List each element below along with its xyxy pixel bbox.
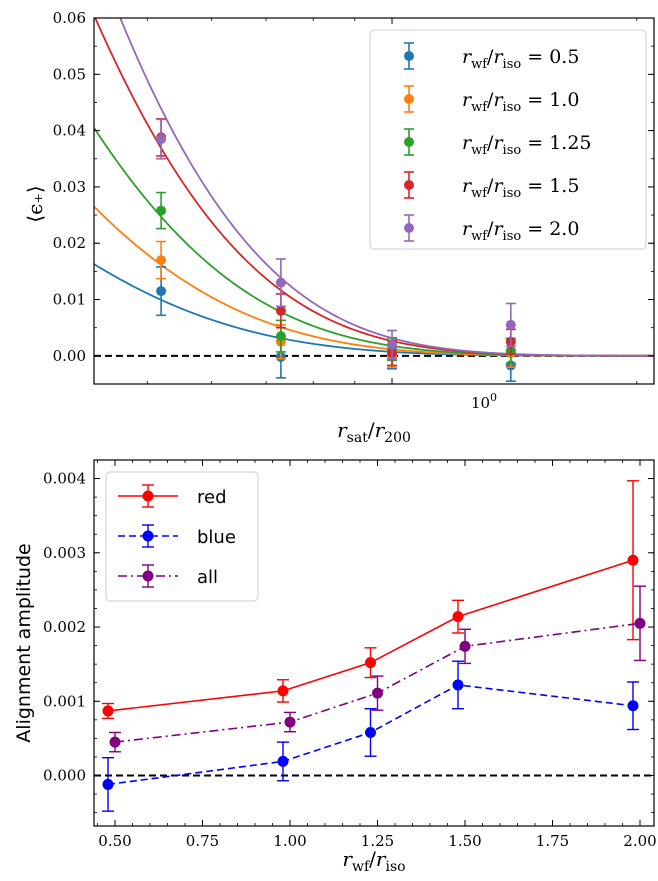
top-y-ticks: 0.00 0.01 0.02 0.03 0.04 0.05 0.06 <box>53 9 654 385</box>
bottom-ytick-label: 0.001 <box>43 692 86 710</box>
top-legend-label-4: rwf/riso = 2.0 <box>462 218 579 244</box>
top-legend-marker-3 <box>404 180 414 190</box>
bottom-legend-label-blue: blue <box>197 527 236 548</box>
top-legend-marker-4 <box>404 223 414 233</box>
top-point-4-0 <box>156 134 167 145</box>
bottom-point-blue-3 <box>452 679 464 691</box>
bottom-ytick-label: 0.004 <box>43 470 86 488</box>
bottom-point-all-1 <box>284 716 296 728</box>
bottom-point-blue-1 <box>277 755 289 767</box>
bottom-xtick-label: 1.50 <box>448 832 481 850</box>
bottom-legend-label-red: red <box>197 487 227 508</box>
top-legend-marker-2 <box>404 137 414 147</box>
bot-xlabel-sub2: iso <box>385 859 405 875</box>
top-ytick-label: 0.02 <box>53 234 86 252</box>
bottom-xtick-label: 1.25 <box>361 832 394 850</box>
top-plot-area <box>93 17 655 385</box>
bottom-ytick-label: 0.002 <box>43 618 86 636</box>
top-panel: 0.000.010.020.030.040.050.06 100 rsat/r2… <box>23 9 655 446</box>
top-ytick-label: 0.03 <box>53 178 86 196</box>
top-legend-label-3: rwf/riso = 1.5 <box>462 175 579 201</box>
bottom-point-all-3 <box>459 640 471 652</box>
bottom-point-blue-0 <box>102 778 114 790</box>
bottom-legend: red blue all <box>105 471 259 602</box>
bottom-legend-marker-red <box>142 490 154 502</box>
bottom-point-all-2 <box>372 687 383 699</box>
bottom-point-red-3 <box>452 611 464 623</box>
bottom-legend-frame <box>105 471 259 602</box>
top-x-axis-label: rsat/r200 <box>337 418 411 446</box>
top-point-4-2 <box>387 339 398 350</box>
top-data-marks <box>94 18 654 382</box>
bot-xlabel-sub1: wf <box>352 859 371 875</box>
top-point-1-0 <box>156 255 167 266</box>
bottom-plot-area <box>93 459 655 827</box>
top-xlabel-r1: r <box>337 418 348 442</box>
bot-xlabel-r2: r <box>376 847 387 871</box>
bottom-xtick-label: 2.00 <box>623 832 656 850</box>
bottom-xtick-label: 0.50 <box>98 832 131 850</box>
bottom-xtick-label: 1.75 <box>536 832 569 850</box>
bottom-legend-marker-blue <box>142 530 154 542</box>
top-ytick-label: 0.04 <box>53 122 86 140</box>
bottom-legend-items: red blue all <box>118 484 236 588</box>
bottom-data-marks <box>94 480 654 812</box>
top-xtick-exp: 0 <box>490 391 497 404</box>
bot-xlabel-slash: / <box>369 847 376 871</box>
bottom-point-all-4 <box>634 617 646 629</box>
top-xlabel-sub1: sat <box>347 430 369 446</box>
top-point-2-0 <box>156 205 167 216</box>
bottom-ytick-label: 0.003 <box>43 544 86 562</box>
bottom-point-red-4 <box>627 554 639 566</box>
bottom-xtick-label: 0.75 <box>186 832 219 850</box>
bottom-axes-frame <box>93 459 655 827</box>
top-ytick-label: 0.01 <box>53 291 86 309</box>
bottom-y-axis-label: Alignment amplitude <box>13 543 35 742</box>
top-xtick-label: 100 <box>471 391 497 412</box>
bottom-y-ticks: 0.000 0.001 0.002 0.003 0.004 <box>43 470 654 814</box>
bottom-point-red-1 <box>277 685 289 697</box>
top-legend: rwf/riso = 0.5 rwf/riso = 1.0 rwf/riso = 1… <box>369 29 647 250</box>
top-point-0-0 <box>156 286 167 297</box>
top-legend-items: rwf/riso = 0.5 rwf/riso = 1.0 rwf/riso = 1… <box>404 42 592 244</box>
top-ytick-label: 0.06 <box>53 9 86 27</box>
bottom-point-red-0 <box>102 705 114 717</box>
bottom-xtick-label: 1.00 <box>273 832 306 850</box>
top-fit-curve-4 <box>119 18 654 357</box>
bottom-legend-marker-all <box>142 570 154 582</box>
top-xtick-base: 10 <box>471 394 490 412</box>
bottom-point-blue-4 <box>627 700 639 712</box>
top-ytick-label: 0.00 <box>53 347 86 365</box>
bottom-point-blue-2 <box>365 726 376 738</box>
top-axes-frame <box>93 17 655 385</box>
bottom-ytick-label: 0.000 <box>43 767 86 785</box>
bottom-point-red-2 <box>365 657 376 669</box>
top-x-ticks <box>146 18 638 384</box>
top-xlabel-slash: / <box>368 418 375 442</box>
top-point-3-1 <box>275 305 286 316</box>
top-ytick-label: 0.05 <box>53 65 86 83</box>
top-legend-label-0: rwf/riso = 0.5 <box>462 46 579 72</box>
top-legend-frame <box>369 29 647 250</box>
top-xlabel-r2: r <box>375 418 386 442</box>
top-legend-label-2: rwf/riso = 1.25 <box>462 132 592 158</box>
top-point-2-1 <box>275 331 286 342</box>
top-legend-label-1: rwf/riso = 1.0 <box>462 89 579 115</box>
top-legend-marker-0 <box>404 51 414 61</box>
bottom-legend-label-all: all <box>197 567 218 588</box>
bottom-x-ticks: 0.50 0.75 1.00 1.25 1.50 1.75 2.00 <box>97 460 657 850</box>
top-point-4-1 <box>275 277 286 288</box>
top-point-4-3 <box>505 319 516 330</box>
bottom-x-axis-label: rwf/riso <box>342 847 405 875</box>
top-legend-marker-1 <box>404 94 414 104</box>
bottom-panel: 0.000 0.001 0.002 0.003 0.004 0.50 0.75 1.00 1.… <box>13 459 657 875</box>
top-y-axis-label: ⟨ϵ₊⟩ <box>23 185 47 222</box>
bot-xlabel-r1: r <box>342 847 353 871</box>
top-xlabel-sub2: 200 <box>384 430 411 446</box>
bottom-point-all-0 <box>109 736 121 748</box>
